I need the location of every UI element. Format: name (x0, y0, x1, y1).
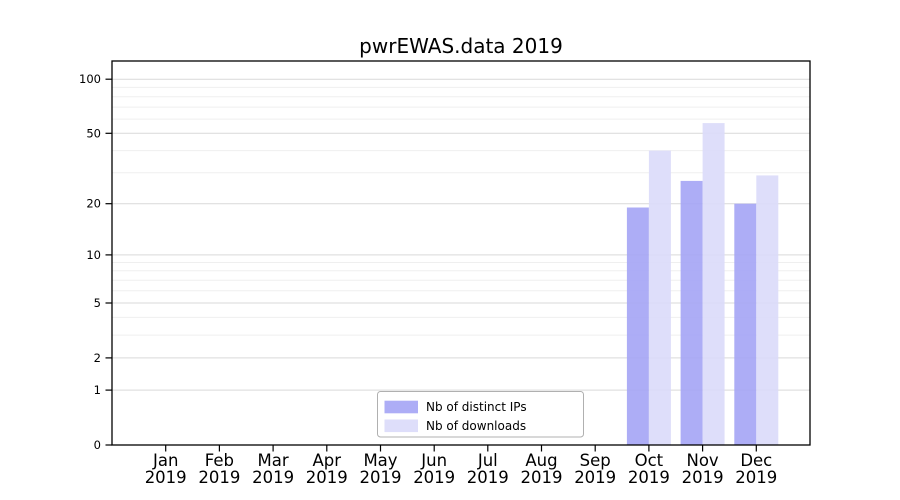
plot-frame (111, 60, 811, 446)
x-tick-label-month: Jan (152, 451, 178, 470)
bar-distinct-ips (680, 180, 703, 445)
x-tick-label-year: 2019 (145, 468, 187, 487)
y-tick-label: 50 (86, 126, 101, 140)
x-tick-label-month: May (363, 451, 397, 470)
x-tick-label-month: Aug (525, 451, 557, 470)
x-tick-label-month: Nov (686, 451, 718, 470)
chart-title: pwrEWAS.data 2019 (359, 34, 563, 58)
y-tick-label: 0 (94, 438, 101, 452)
y-tick-label: 10 (86, 248, 101, 262)
bar-downloads (702, 123, 725, 445)
y-tick-label: 1 (94, 383, 101, 397)
x-tick-label-year: 2019 (628, 468, 670, 487)
x-tick-label-year: 2019 (574, 468, 616, 487)
legend-swatch-downloads (384, 419, 418, 433)
x-tick-label-month: Oct (635, 451, 664, 470)
bar-downloads (756, 175, 779, 445)
y-tick-label: 100 (79, 72, 101, 86)
y-tick-label: 2 (94, 351, 101, 365)
x-tick-label-year: 2019 (360, 468, 402, 487)
bar-downloads (648, 150, 671, 445)
legend-swatch-distinct-ips (384, 400, 418, 414)
x-tick-label-year: 2019 (252, 468, 294, 487)
y-tick-label: 20 (86, 197, 101, 211)
y-tick-label: 5 (94, 296, 101, 310)
x-tick-label-month: Dec (740, 451, 772, 470)
legend-label-distinct-ips: Nb of distinct IPs (426, 400, 527, 414)
x-tick-label-month: Jul (477, 451, 498, 470)
bar-distinct-ips (734, 203, 757, 445)
bar-distinct-ips (626, 207, 649, 445)
x-tick-label-month: Apr (313, 451, 342, 470)
legend-label-downloads: Nb of downloads (426, 419, 526, 433)
x-tick-label-month: Mar (258, 451, 289, 470)
x-tick-label-month: Sep (580, 451, 611, 470)
x-tick-label-year: 2019 (682, 468, 724, 487)
legend-box (377, 391, 584, 438)
x-tick-label-year: 2019 (306, 468, 348, 487)
x-tick-label-year: 2019 (467, 468, 509, 487)
x-tick-label-month: Feb (205, 451, 234, 470)
x-tick-label-year: 2019 (735, 468, 777, 487)
x-tick-label-year: 2019 (521, 468, 563, 487)
x-tick-label-year: 2019 (198, 468, 240, 487)
x-tick-label-year: 2019 (413, 468, 455, 487)
x-tick-label-month: Jun (420, 451, 447, 470)
